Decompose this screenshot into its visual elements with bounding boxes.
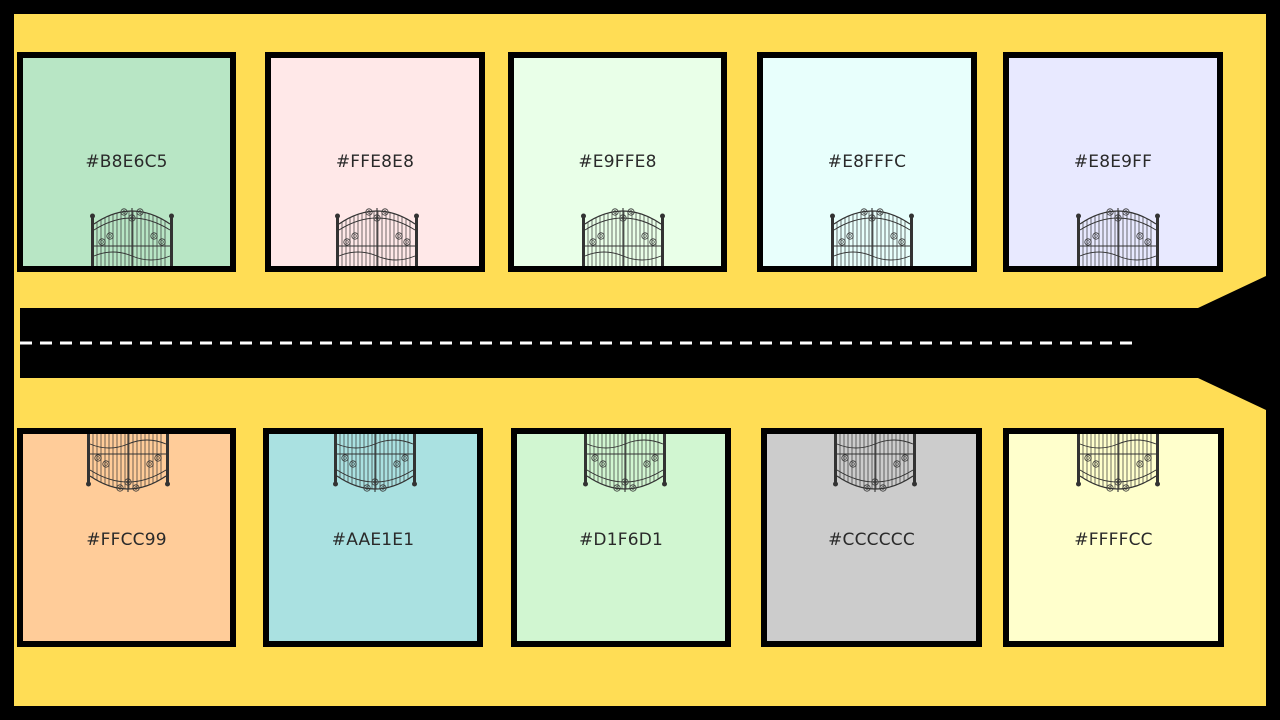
plot-top-1[interactable]: #B8E6C5 bbox=[17, 52, 236, 272]
plot-hex-label: #E9FFE8 bbox=[578, 152, 657, 172]
plot-bottom-3[interactable]: #D1F6D1 bbox=[511, 428, 731, 647]
plot-hex-label: #FFCC99 bbox=[86, 530, 167, 550]
plot-hex-label: #AAE1E1 bbox=[331, 530, 415, 550]
plot-hex-label: #FFE8E8 bbox=[335, 152, 415, 172]
ornate-gate-icon bbox=[1076, 434, 1160, 492]
plot-hex-label: #CCCCCC bbox=[828, 530, 915, 550]
ornate-gate-icon bbox=[86, 434, 170, 492]
plot-hex-label: #E8FFFC bbox=[827, 152, 907, 172]
ornate-gate-icon bbox=[1076, 208, 1160, 266]
ornate-gate-icon bbox=[583, 434, 667, 492]
ornate-gate-icon bbox=[830, 208, 914, 266]
ornate-gate-icon bbox=[335, 208, 419, 266]
plot-bottom-4[interactable]: #CCCCCC bbox=[761, 428, 982, 647]
plot-bottom-5[interactable]: #FFFFCC bbox=[1003, 428, 1224, 647]
plot-top-4[interactable]: #E8FFFC bbox=[757, 52, 977, 272]
plot-bottom-2[interactable]: #AAE1E1 bbox=[263, 428, 483, 647]
ornate-gate-icon bbox=[833, 434, 917, 492]
plot-bottom-1[interactable]: #FFCC99 bbox=[17, 428, 236, 647]
plot-top-5[interactable]: #E8E9FF bbox=[1003, 52, 1223, 272]
plot-hex-label: #E8E9FF bbox=[1073, 152, 1153, 172]
ornate-gate-icon bbox=[333, 434, 417, 492]
ornate-gate-icon bbox=[90, 208, 174, 266]
plot-hex-label: #FFFFCC bbox=[1074, 530, 1153, 550]
plot-hex-label: #B8E6C5 bbox=[85, 152, 168, 172]
plot-hex-label: #D1F6D1 bbox=[578, 530, 664, 550]
plot-top-2[interactable]: #FFE8E8 bbox=[265, 52, 485, 272]
ornate-gate-icon bbox=[581, 208, 665, 266]
plot-top-3[interactable]: #E9FFE8 bbox=[508, 52, 727, 272]
